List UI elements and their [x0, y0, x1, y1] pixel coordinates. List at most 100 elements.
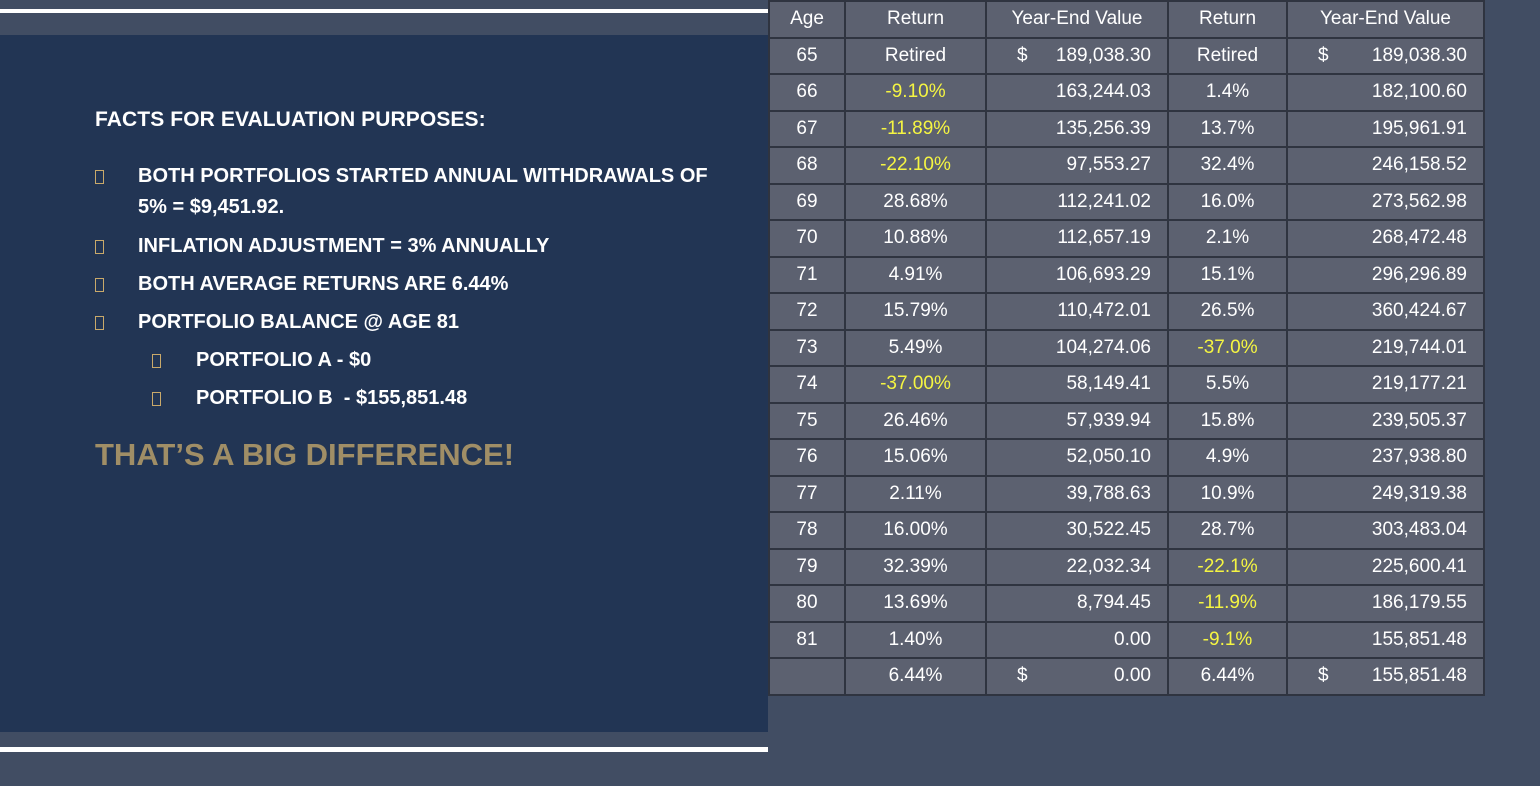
sub-bullet-text: PORTFOLIO B - $155,851.48 [196, 387, 468, 409]
return-a-cell: -11.89% [844, 109, 987, 148]
amount: 182,100.60 [1371, 81, 1467, 103]
value-a-cell: 104,274.06 [985, 328, 1169, 367]
age-cell: 77 [768, 474, 846, 513]
bullet-text-line2: 5% = $9,451.92. [138, 196, 285, 218]
age-cell: 80 [768, 584, 846, 623]
amount: 112,657.19 [1057, 227, 1151, 249]
amount: 112,241.02 [1057, 190, 1151, 212]
amount: 0.00 [1114, 628, 1151, 650]
sub-bullet-portfolio-b: PORTFOLIO B - $155,851.48 [152, 383, 742, 415]
value-a-cell: 57,939.94 [985, 401, 1169, 440]
facts-heading: FACTS FOR EVALUATION PURPOSES: [95, 108, 486, 131]
return-b-cell: -11.9% [1167, 584, 1288, 623]
age-cell: 73 [768, 328, 846, 367]
amount: 97,553.27 [1066, 154, 1151, 176]
return-b-cell: 4.9% [1167, 438, 1288, 477]
return-a-cell: 32.39% [844, 547, 987, 586]
table-row: 68 -22.10% 97,553.27 32.4% 246,158.52 [768, 146, 1485, 185]
amount: 186,179.55 [1371, 592, 1467, 614]
amount: 135,256.39 [1055, 117, 1151, 139]
amount: 39,788.63 [1066, 482, 1151, 504]
value-b-cell: 219,744.01 [1286, 328, 1485, 367]
table-row: 66 -9.10% 163,244.03 1.4% 182,100.60 [768, 73, 1485, 112]
currency-symbol: $ [1017, 44, 1028, 66]
currency-symbol: $ [1318, 665, 1329, 687]
amount: 22,032.34 [1066, 555, 1151, 577]
table-row: 67 -11.89% 135,256.39 13.7% 195,961.91 [768, 109, 1485, 148]
bullet-average-returns: BOTH AVERAGE RETURNS ARE 6.44% [95, 269, 745, 301]
return-b-cell: 2.1% [1167, 219, 1288, 258]
amount: 195,961.91 [1371, 117, 1467, 139]
bullet-box-icon [95, 240, 104, 254]
header-age: Age [768, 0, 846, 39]
header-return-b: Return [1167, 0, 1288, 39]
return-b-cell: 32.4% [1167, 146, 1288, 185]
value-a-cell: 112,241.02 [985, 182, 1169, 221]
return-b-cell: -9.1% [1167, 620, 1288, 659]
value-a-cell: 30,522.45 [985, 511, 1169, 550]
bullet-text-line1: BOTH PORTFOLIOS STARTED ANNUAL WITHDRAWA… [138, 165, 708, 187]
emphasis-text: THAT’S A BIG DIFFERENCE! [95, 437, 515, 472]
value-a-cell: 39,788.63 [985, 474, 1169, 513]
amount: 268,472.48 [1371, 227, 1467, 249]
table-row: 78 16.00% 30,522.45 28.7% 303,483.04 [768, 511, 1485, 550]
bullet-text: PORTFOLIO BALANCE @ AGE 81 [138, 311, 460, 333]
value-b-cell: 296,296.89 [1286, 255, 1485, 294]
value-a-cell: 106,693.29 [985, 255, 1169, 294]
value-a-cell: 0.00 [985, 620, 1169, 659]
return-a-cell: 26.46% [844, 401, 987, 440]
value-b-cell: 237,938.80 [1286, 438, 1485, 477]
age-cell: 66 [768, 73, 846, 112]
amount: 360,424.67 [1371, 300, 1467, 322]
amount: 237,938.80 [1371, 446, 1467, 468]
amount: 8,794.45 [1077, 592, 1151, 614]
header-value-b: Year-End Value [1286, 0, 1485, 39]
amount: 30,522.45 [1066, 519, 1151, 541]
return-b-cell: 1.4% [1167, 73, 1288, 112]
table-row: 6.44% $0.00 6.44% $155,851.48 [768, 657, 1485, 696]
table-row: 70 10.88% 112,657.19 2.1% 268,472.48 [768, 219, 1485, 258]
currency-symbol: $ [1318, 44, 1329, 66]
currency-symbol: $ [1017, 665, 1028, 687]
value-b-cell: 360,424.67 [1286, 292, 1485, 331]
table-row: 76 15.06% 52,050.10 4.9% 237,938.80 [768, 438, 1485, 477]
value-a-cell: 8,794.45 [985, 584, 1169, 623]
value-b-cell: 182,100.60 [1286, 73, 1485, 112]
return-b-cell: 15.1% [1167, 255, 1288, 294]
value-a-cell: $189,038.30 [985, 36, 1169, 75]
age-cell: 67 [768, 109, 846, 148]
return-a-cell: 2.11% [844, 474, 987, 513]
value-a-cell: 110,472.01 [985, 292, 1169, 331]
amount: 225,600.41 [1371, 555, 1467, 577]
value-b-cell: 273,562.98 [1286, 182, 1485, 221]
bullet-box-icon [95, 278, 104, 292]
return-b-cell: Retired [1167, 36, 1288, 75]
header-return-a: Return [844, 0, 987, 39]
bullet-text: BOTH AVERAGE RETURNS ARE 6.44% [138, 273, 509, 295]
age-cell: 79 [768, 547, 846, 586]
return-a-cell: 28.68% [844, 182, 987, 221]
return-a-cell: 1.40% [844, 620, 987, 659]
return-b-cell: 6.44% [1167, 657, 1288, 696]
value-b-cell: 225,600.41 [1286, 547, 1485, 586]
amount: 189,038.30 [1055, 44, 1151, 66]
sub-bullet-portfolio-a: PORTFOLIO A - $0 [152, 345, 742, 377]
value-a-cell: 135,256.39 [985, 109, 1169, 148]
age-cell: 70 [768, 219, 846, 258]
amount: 106,693.29 [1055, 263, 1151, 285]
value-b-cell: 155,851.48 [1286, 620, 1485, 659]
amount: 246,158.52 [1371, 154, 1467, 176]
age-cell: 65 [768, 36, 846, 75]
value-a-cell: 97,553.27 [985, 146, 1169, 185]
value-b-cell: $189,038.30 [1286, 36, 1485, 75]
value-a-cell: 163,244.03 [985, 73, 1169, 112]
value-b-cell: 249,319.38 [1286, 474, 1485, 513]
table-row: 80 13.69% 8,794.45 -11.9% 186,179.55 [768, 584, 1485, 623]
table-header-row: Age Return Year-End Value Return Year-En… [768, 0, 1485, 39]
amount: 273,562.98 [1371, 190, 1467, 212]
table-row: 75 26.46% 57,939.94 15.8% 239,505.37 [768, 401, 1485, 440]
amount: 155,851.48 [1371, 665, 1467, 687]
table-row: 77 2.11% 39,788.63 10.9% 249,319.38 [768, 474, 1485, 513]
return-a-cell: 16.00% [844, 511, 987, 550]
bullet-box-icon [95, 170, 104, 184]
